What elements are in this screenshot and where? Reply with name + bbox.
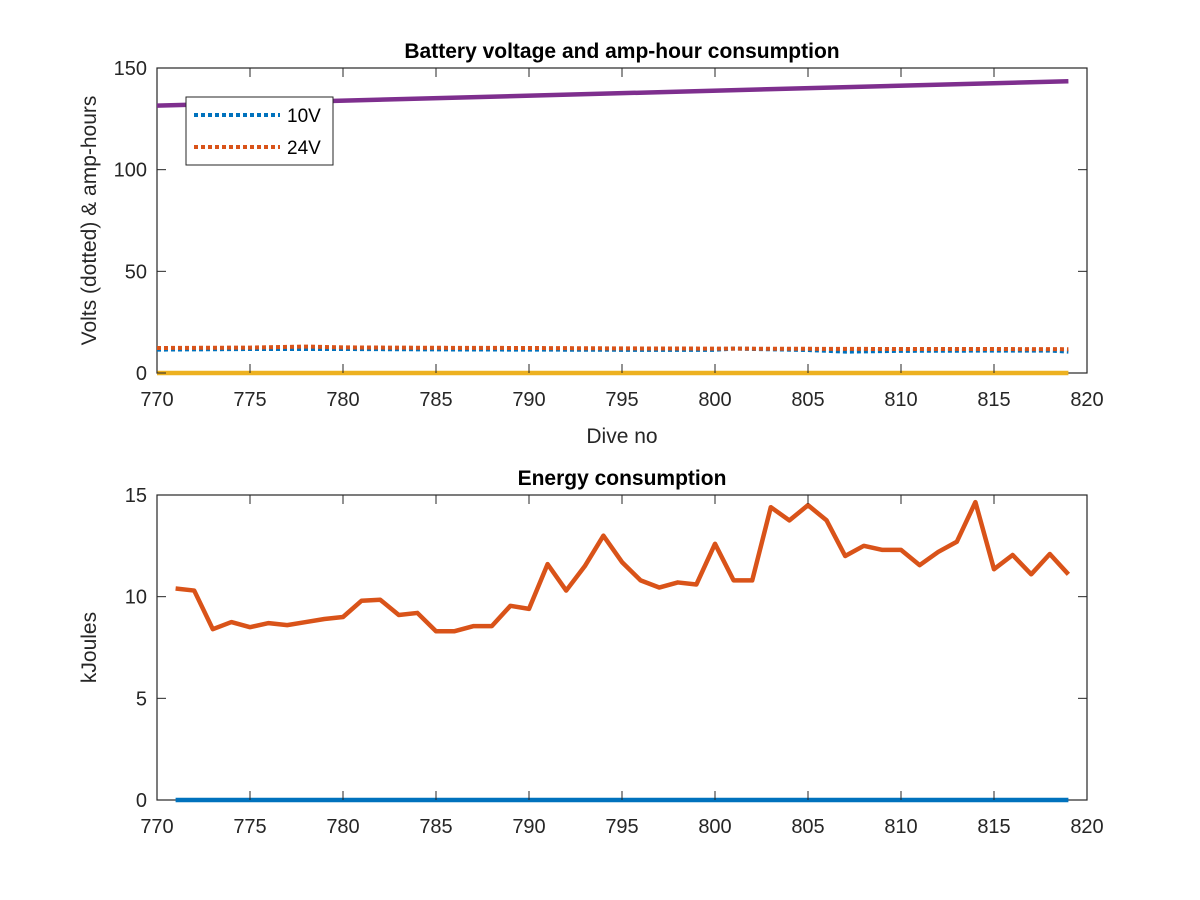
energy-plot: 770 775 780 785 790 795 800 805 810 815 820051015 … — [78, 467, 1104, 838]
legend-entry-10v: 10V — [287, 106, 321, 127]
x-tick-label: 800 — [698, 816, 731, 838]
x-tick-label: 790 — [512, 816, 545, 838]
x-tick-label: 785 — [419, 389, 452, 411]
x-tick-label: 815 — [977, 389, 1010, 411]
x-tick-label: 820 — [1070, 816, 1103, 838]
x-tick-label: 820 — [1070, 389, 1103, 411]
voltage-amphour-plot: 770 775 780 785 790 795 800 805 810 815 820 0 50 100 1… — [78, 40, 1104, 448]
voltage-legend: 10V 24V — [185, 96, 334, 166]
voltage-amphour-ticks: 770 775 780 785 790 795 800 805 810 815 820 0 50 100 1… — [114, 58, 1104, 411]
energy-ticks: 770 775 780 785 790 795 800 805 810 815 820 0 5 10 15 — [125, 485, 1104, 838]
x-tick-label: 780 — [326, 389, 359, 411]
y-tick-label: 150 — [114, 58, 147, 80]
x-tick-label: 770 — [140, 816, 173, 838]
y-tick-label: 50 — [125, 261, 147, 283]
voltage-amphour-x-axis-label: Dive no — [586, 425, 657, 448]
x-tick-label: 780 — [326, 816, 359, 838]
energy-title: Energy consumption — [518, 467, 727, 490]
series-line-line-2 — [175, 499, 1071, 634]
energy-y-axis-label: kJoules — [78, 612, 101, 683]
x-tick-label: 795 — [605, 389, 638, 411]
y-tick-label: 10 — [125, 587, 147, 609]
x-tick-label: 790 — [512, 389, 545, 411]
x-tick-label: 770 — [140, 389, 173, 411]
x-tick-label: 800 — [698, 389, 731, 411]
energy-axes-box — [156, 494, 1088, 801]
y-tick-label: 0 — [136, 363, 147, 385]
voltage-amphour-y-axis-label: Volts (dotted) & amp-hours — [78, 96, 101, 346]
y-tick-label: 0 — [136, 790, 147, 812]
x-tick-label: 785 — [419, 816, 452, 838]
series-line-24v — [156, 344, 1069, 352]
legend-box — [185, 96, 334, 166]
x-tick-label: 795 — [605, 816, 638, 838]
x-tick-label: 810 — [884, 389, 917, 411]
x-tick-label: 775 — [233, 389, 266, 411]
y-tick-label: 15 — [125, 485, 147, 507]
x-tick-label: 805 — [791, 816, 824, 838]
y-tick-label: 100 — [114, 160, 147, 182]
legend-entry-24v: 24V — [287, 138, 321, 159]
x-tick-label: 810 — [884, 816, 917, 838]
x-tick-label: 815 — [977, 816, 1010, 838]
voltage-amphour-title: Battery voltage and amp-hour consumption — [404, 40, 839, 63]
x-tick-label: 805 — [791, 389, 824, 411]
x-tick-label: 775 — [233, 816, 266, 838]
y-tick-label: 5 — [136, 688, 147, 710]
